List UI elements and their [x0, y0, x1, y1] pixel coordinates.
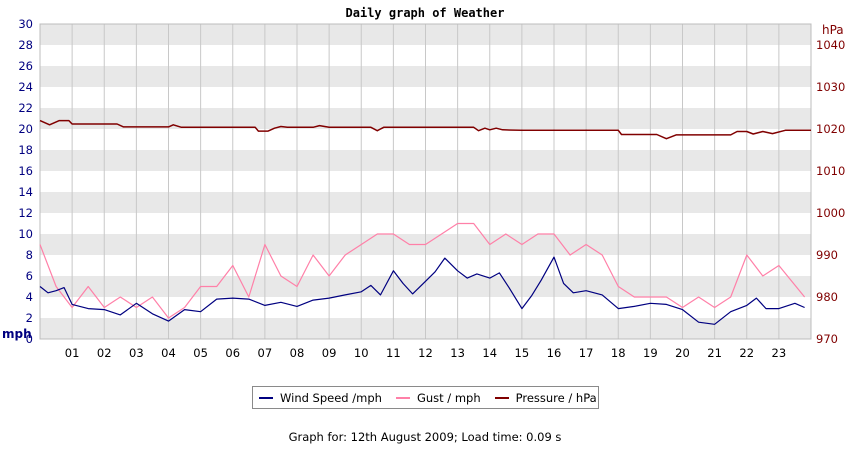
x-tick-label: 15: [515, 346, 530, 360]
x-tick-label: 18: [611, 346, 626, 360]
y-left-tick-label: 24: [18, 80, 33, 94]
x-tick-label: 23: [772, 346, 787, 360]
y-left-tick-label: 14: [18, 185, 33, 199]
x-tick-label: 11: [386, 346, 401, 360]
y-left-tick-label: 20: [18, 122, 33, 136]
y-left-tick-label: 4: [26, 290, 33, 304]
legend-item-wind: Wind Speed /mph: [259, 391, 382, 405]
y-right-tick-label: 1040: [816, 38, 845, 52]
footer-status: Graph for: 12th August 2009; Load time: …: [288, 430, 562, 444]
y-right-tick-label: 990: [816, 248, 838, 262]
gust-swatch: [395, 396, 410, 399]
y-left-tick-label: 26: [18, 59, 33, 73]
pressure-swatch: [494, 396, 509, 399]
y-left-tick-label: 8: [26, 248, 33, 262]
series-layer: [39, 119, 811, 325]
x-tick-label: 13: [450, 346, 465, 360]
x-tick-label: 16: [547, 346, 562, 360]
wind-swatch: [259, 396, 273, 399]
y-right-tick-label: 1020: [816, 122, 845, 136]
y-left-tick-label: 0: [26, 332, 33, 346]
y-right-tick-label: 970: [816, 332, 838, 346]
legend-label-wind: Wind Speed /mph: [280, 390, 382, 405]
y-right-tick-label: 980: [816, 290, 838, 304]
x-tick-label: 22: [739, 346, 754, 360]
series-line-pressure: [39, 119, 811, 140]
vertical-gridlines: [71, 24, 780, 339]
x-tick-label: 08: [290, 346, 305, 360]
y-left-tick-label: 22: [18, 101, 33, 115]
series-line-wind: [39, 256, 805, 325]
x-tick-label: 09: [322, 346, 337, 360]
legend-item-pressure: Pressure / hPa: [494, 390, 597, 405]
x-tick-label: 19: [643, 346, 658, 360]
y-right-tick-label: 1010: [816, 164, 845, 178]
y-left-tick-label: 10: [18, 227, 33, 241]
series-line-gust: [39, 222, 806, 319]
legend-label-gust: Gust / mph: [416, 390, 481, 405]
x-tick-label: 12: [418, 346, 433, 360]
x-tick-label: 10: [354, 346, 369, 360]
y-left-tick-label: 12: [18, 206, 33, 220]
right-axis-ticks: 970 980 990 1000 1010 1020 1030 1040: [816, 38, 845, 346]
x-tick-label: 21: [707, 346, 722, 360]
x-tick-label: 02: [97, 346, 112, 360]
x-tick-label: 04: [161, 346, 176, 360]
y-left-tick-label: 2: [26, 311, 33, 325]
x-tick-label: 14: [482, 346, 497, 360]
chart-legend: Wind Speed /mph Gust / mph Pressure / hP…: [252, 386, 599, 409]
x-tick-label: 03: [129, 346, 144, 360]
y-left-tick-label: 18: [18, 143, 33, 157]
y-left-tick-label: 30: [18, 17, 33, 31]
y-right-tick-label: 1000: [816, 206, 845, 220]
left-axis-unit: mph: [2, 327, 32, 341]
x-tick-label: 07: [258, 346, 273, 360]
x-tick-label: 20: [675, 346, 690, 360]
right-axis-unit: hPa: [822, 23, 844, 37]
x-axis-ticks: 01 02 03 04 05 06 07 08 09 10 11 12 13 14 15 16 17 18 19 20…: [65, 346, 786, 360]
chart-title: Daily graph of Weather: [346, 6, 505, 20]
x-tick-label: 05: [193, 346, 208, 360]
y-right-tick-label: 1030: [816, 80, 845, 94]
y-left-tick-label: 6: [26, 269, 33, 283]
x-tick-label: 06: [225, 346, 240, 360]
x-tick-label: 01: [65, 346, 80, 360]
legend-label-pressure: Pressure / hPa: [515, 390, 597, 405]
y-left-tick-label: 16: [18, 164, 33, 178]
y-left-tick-label: 28: [18, 38, 33, 52]
x-tick-label: 17: [579, 346, 594, 360]
legend-item-gust: Gust / mph: [395, 390, 481, 405]
plot-frame: [39, 23, 812, 340]
